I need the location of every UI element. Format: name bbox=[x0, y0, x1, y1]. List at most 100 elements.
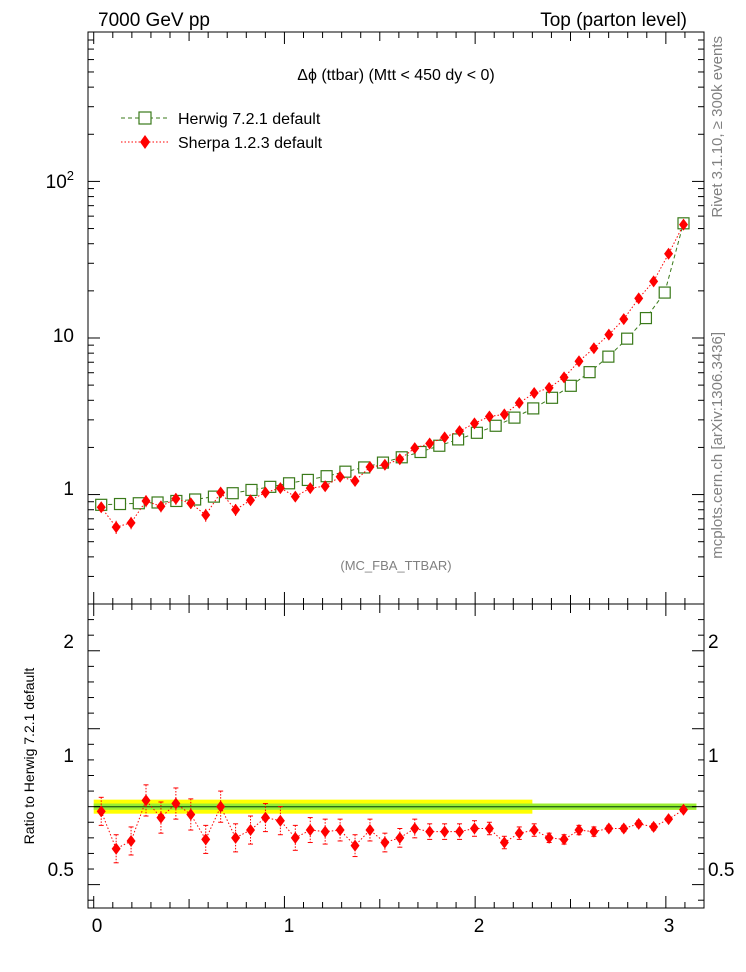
sherpa-point bbox=[619, 313, 629, 326]
sherpa-point bbox=[484, 410, 494, 423]
xtick-0: 0 bbox=[92, 916, 103, 937]
herwig-point bbox=[602, 350, 615, 363]
rivet-label: Rivet 3.1.10, ≥ 300k events bbox=[709, 36, 726, 218]
herwig-point bbox=[301, 473, 314, 487]
herwig-point bbox=[320, 470, 333, 483]
herwig-point bbox=[226, 487, 239, 500]
main-ticks bbox=[88, 31, 704, 605]
sherpa-point bbox=[141, 494, 151, 507]
xtick-2: 2 bbox=[474, 916, 485, 937]
ratio-sherpa-point bbox=[186, 808, 196, 821]
ratio-sherpa-point bbox=[499, 836, 509, 849]
ratio-sherpa-point bbox=[649, 820, 659, 833]
sherpa-series bbox=[96, 218, 688, 534]
ratio-sherpa-point bbox=[201, 833, 211, 846]
ratio-sherpa-point bbox=[514, 827, 524, 840]
ratio-sherpa-point bbox=[156, 811, 166, 824]
ratio-sherpa-point bbox=[395, 831, 405, 844]
herwig-point bbox=[564, 379, 577, 392]
ratio-sherpa-point bbox=[604, 822, 614, 835]
ratio-sherpa-point bbox=[634, 817, 644, 830]
ratio-panel: 2 1 0.5 2 1 0.5 Ratio to Herwig 7.2.1 de… bbox=[21, 603, 734, 937]
ratio-sherpa-point bbox=[440, 825, 450, 838]
ratio-sherpa-point bbox=[216, 800, 226, 813]
herwig-line bbox=[101, 223, 684, 506]
ratio-sherpa-point bbox=[664, 813, 674, 826]
sherpa-point bbox=[171, 492, 181, 505]
sherpa-point bbox=[246, 494, 256, 507]
sherpa-point bbox=[231, 503, 241, 516]
sherpa-point bbox=[350, 475, 360, 488]
mcplots-label: mcplots.cern.ch [arXiv:1306.3436] bbox=[709, 332, 726, 559]
ratio-ytick-05-right: 0.5 bbox=[708, 860, 734, 881]
ratio-sherpa-point bbox=[141, 794, 151, 807]
ratio-sherpa-point bbox=[410, 822, 420, 835]
legend-herwig-marker bbox=[138, 111, 152, 125]
ratio-sherpa-point bbox=[350, 839, 360, 852]
sherpa-point bbox=[275, 482, 285, 495]
sherpa-point bbox=[529, 387, 539, 400]
ratio-sherpa-point bbox=[231, 831, 241, 844]
herwig-point bbox=[658, 286, 671, 299]
sherpa-point bbox=[499, 408, 509, 421]
herwig-point bbox=[527, 402, 540, 415]
ratio-sherpa-point bbox=[335, 824, 345, 837]
sherpa-point bbox=[425, 437, 435, 450]
sherpa-point bbox=[320, 480, 330, 493]
herwig-point bbox=[583, 366, 596, 379]
herwig-point bbox=[433, 439, 446, 452]
legend-sherpa-label: Sherpa 1.2.3 default bbox=[178, 135, 323, 152]
herwig-point bbox=[282, 477, 296, 490]
sherpa-point bbox=[96, 501, 106, 514]
sherpa-point bbox=[290, 490, 300, 503]
ratio-frame bbox=[87, 603, 705, 909]
ratio-sherpa-point bbox=[171, 797, 181, 810]
herwig-point bbox=[489, 419, 502, 432]
herwig-point bbox=[545, 391, 559, 404]
herwig-point bbox=[470, 426, 483, 439]
sherpa-point bbox=[678, 218, 688, 231]
sherpa-point bbox=[544, 381, 554, 394]
sherpa-point bbox=[589, 342, 599, 355]
xtick-1: 1 bbox=[284, 916, 295, 937]
ratio-sherpa-point bbox=[544, 831, 554, 844]
ratio-ytick-1-right: 1 bbox=[708, 746, 719, 767]
herwig-point bbox=[639, 311, 653, 325]
xtick-3: 3 bbox=[664, 916, 675, 937]
herwig-point bbox=[264, 480, 277, 493]
ratio-sherpa-point bbox=[469, 822, 479, 835]
main-ytick-1: 1 bbox=[63, 479, 74, 500]
ratio-band bbox=[93, 799, 697, 814]
herwig-point bbox=[621, 332, 634, 345]
watermark: (MC_FBA_TTBAR) bbox=[340, 558, 451, 573]
sherpa-point bbox=[380, 458, 390, 471]
header-left: 7000 GeV pp bbox=[98, 10, 210, 31]
header-right: Top (parton level) bbox=[540, 10, 687, 31]
herwig-point bbox=[113, 497, 127, 511]
legend-herwig-label: Herwig 7.2.1 default bbox=[178, 111, 321, 128]
ratio-sherpa-point bbox=[559, 833, 569, 846]
sherpa-point bbox=[664, 247, 674, 260]
sherpa-point bbox=[440, 431, 450, 444]
ratio-sherpa-point bbox=[305, 824, 315, 837]
herwig-series bbox=[95, 217, 690, 511]
ratio-ytick-2-right: 2 bbox=[708, 632, 719, 653]
ratio-sherpa-point bbox=[425, 825, 435, 838]
ratio-sherpa-point bbox=[619, 822, 629, 835]
main-title: Δϕ (ttbar) (Mtt < 450 dy < 0) bbox=[297, 67, 495, 84]
main-ytick-100: 102 bbox=[46, 168, 74, 193]
ratio-sherpa-point bbox=[380, 836, 390, 849]
ratio-sherpa-point bbox=[260, 811, 270, 824]
ratio-sherpa-point bbox=[275, 814, 285, 827]
legend: Herwig 7.2.1 default Sherpa 1.2.3 defaul… bbox=[121, 111, 323, 152]
sherpa-point bbox=[574, 355, 584, 368]
sherpa-point bbox=[469, 417, 479, 430]
ratio-sherpa-point bbox=[529, 824, 539, 837]
herwig-point bbox=[508, 411, 521, 424]
main-panel: Δϕ (ttbar) (Mtt < 450 dy < 0) (MC_FBA_TT… bbox=[46, 31, 705, 605]
sherpa-point bbox=[365, 460, 375, 473]
sherpa-point bbox=[260, 486, 270, 499]
sherpa-point bbox=[305, 482, 315, 495]
ratio-sherpa-point bbox=[126, 834, 136, 847]
